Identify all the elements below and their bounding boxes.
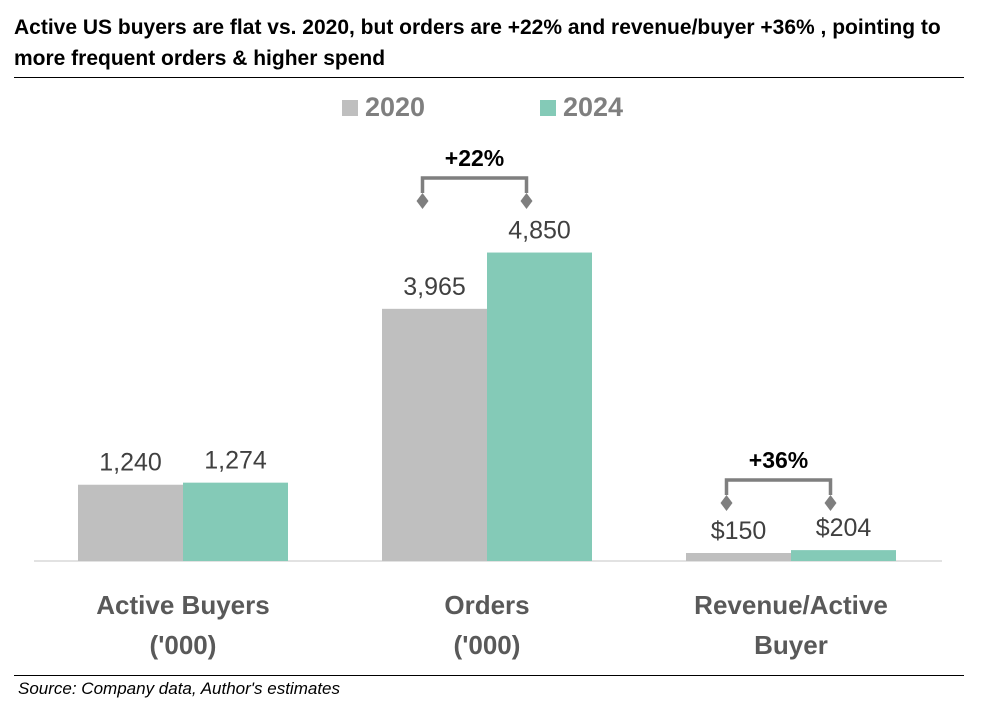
data-label-2020-1: 3,965 (403, 273, 466, 301)
category-label-2-0: Revenue/Active (694, 590, 888, 620)
legend-label-2024: 2024 (563, 92, 624, 122)
category-label-0-0: Active Buyers (96, 590, 269, 620)
annotation-label-0: +22% (445, 145, 504, 171)
category-label-1-0: Orders (444, 590, 529, 620)
bar-2020-1 (382, 308, 487, 561)
legend: 2020 2024 (0, 92, 983, 122)
bracket-marker-1-1 (824, 495, 837, 511)
data-label-2024-2: $204 (816, 514, 872, 542)
data-label-2024-1: 4,850 (508, 217, 571, 245)
data-label-2024-0: 1,274 (204, 447, 267, 475)
bar-2024-1 (487, 252, 592, 562)
legend-label-2020: 2020 (365, 92, 426, 122)
legend-item-2024: 2024 (540, 92, 623, 123)
bracket-0 (420, 176, 529, 193)
legend-item-2020: 2020 (342, 92, 425, 123)
category-label-1-1: ('000) (454, 630, 521, 660)
legend-swatch-2024 (540, 99, 556, 116)
category-label-0-1: ('000) (150, 630, 217, 660)
source-note: Source: Company data, Author's estimates (18, 679, 340, 698)
bar-2024-2 (791, 550, 896, 561)
bracket-1 (724, 478, 833, 495)
bar-2020-0 (78, 484, 183, 561)
bar-2024-0 (183, 482, 288, 561)
category-label-2-1: Buyer (754, 630, 828, 660)
bracket-marker-1-0 (720, 495, 733, 511)
source-divider (14, 675, 964, 676)
bracket-marker-0-1 (520, 193, 533, 209)
title-divider (14, 77, 964, 78)
bar-2020-2 (686, 553, 791, 561)
annotation-label-1: +36% (749, 447, 808, 473)
data-label-2020-0: 1,240 (99, 449, 162, 477)
chart-title: Active US buyers are flat vs. 2020, but … (14, 16, 941, 70)
bracket-marker-0-0 (416, 193, 429, 209)
legend-swatch-2020 (342, 99, 358, 116)
data-label-2020-2: $150 (711, 517, 767, 545)
